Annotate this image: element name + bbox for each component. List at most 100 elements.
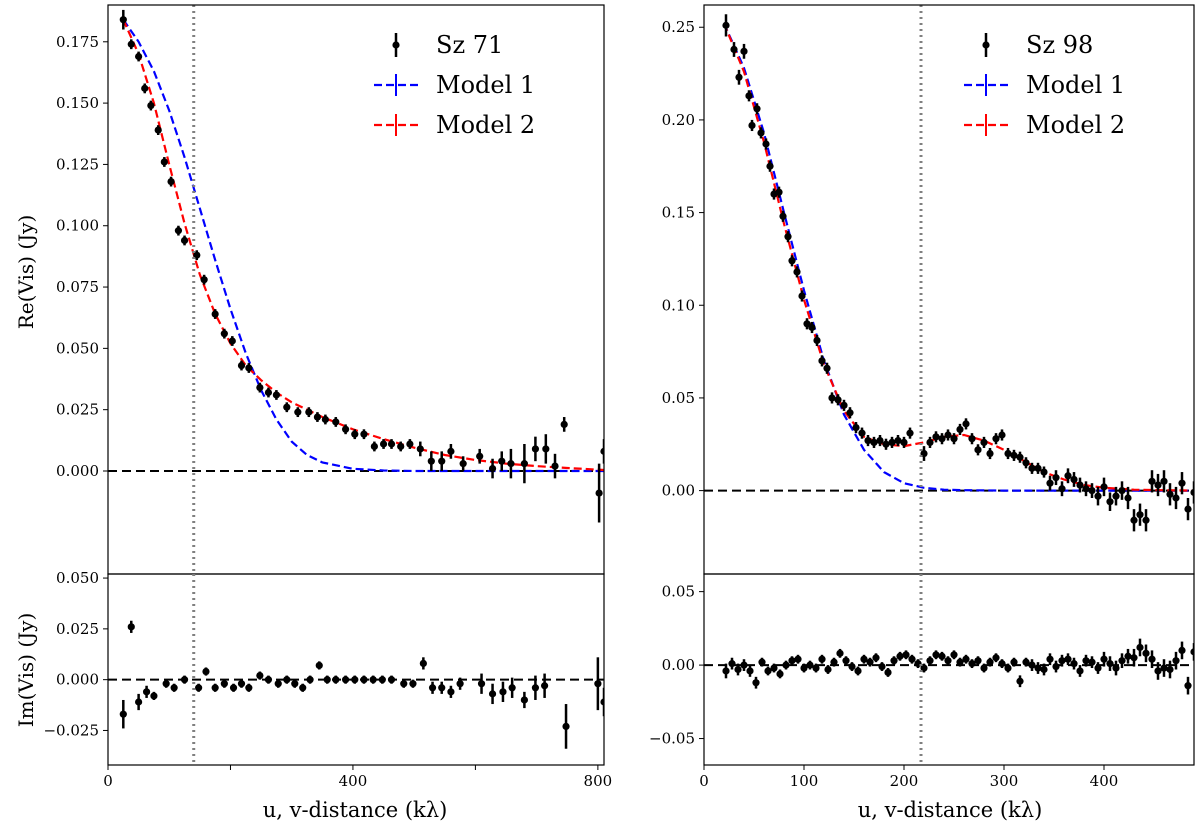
data-point-re [1166, 490, 1174, 498]
data-point-re [595, 489, 603, 497]
data-point-re [531, 445, 540, 453]
data-point-re [1106, 498, 1114, 506]
data-point-im [872, 654, 880, 662]
data-point-re [775, 188, 783, 196]
legend-model2-label: Model 2 [436, 111, 535, 139]
data-point-im [770, 664, 778, 672]
data-point-re [793, 268, 801, 276]
imag-panel-frame [703, 573, 1195, 766]
data-point-im [980, 664, 988, 672]
data-point-re [119, 16, 127, 24]
data-point-im [734, 665, 742, 674]
data-point-im [508, 684, 516, 692]
data-point-im [836, 649, 844, 657]
data-point-re [507, 460, 515, 468]
sz71-panel: 0.000 0.025 0.050 0.075 0.100 0.125 0.150 0.175… [43, 4, 612, 790]
data-point-im [968, 660, 976, 668]
y-tick-label: 0.100 [56, 217, 99, 235]
legend-data-marker [392, 41, 400, 49]
data-point-im [387, 676, 396, 684]
data-point-im [950, 651, 958, 659]
data-point-im [1148, 655, 1156, 663]
data-point-im [854, 667, 862, 675]
data-point-im [360, 676, 368, 684]
data-point-re [406, 440, 414, 448]
data-point-re [882, 440, 890, 448]
data-point-im [794, 655, 802, 663]
data-point-im [944, 657, 952, 665]
data-point-im [369, 676, 377, 684]
data-point-im [520, 696, 528, 704]
data-point-im [1178, 646, 1186, 655]
data-point-im [170, 684, 178, 692]
data-point-re [808, 323, 816, 332]
data-point-re [938, 435, 946, 443]
data-point-re [753, 105, 761, 113]
data-point-re [283, 403, 291, 411]
data-point-im [135, 698, 143, 706]
data-point-im [758, 658, 766, 666]
data-point-im [782, 661, 790, 669]
data-point-im [1184, 682, 1192, 690]
legend-data-label: Sz 98 [1026, 31, 1093, 59]
data-point-im [180, 676, 189, 684]
data-point-im [323, 676, 331, 684]
data-point-re [379, 440, 388, 448]
data-point-im [400, 680, 408, 688]
data-point-im [211, 684, 219, 692]
data-point-re [321, 415, 329, 424]
data-point-im [1022, 658, 1030, 666]
data-point-im [1028, 661, 1036, 669]
data-point-re [828, 394, 836, 402]
imag-panel-frame [107, 573, 605, 766]
data-point-re [180, 236, 189, 245]
data-point-re [237, 361, 246, 370]
y-tick-label: 0.05 [662, 583, 695, 601]
data-point-re [813, 336, 821, 345]
data-point-im [1076, 667, 1084, 675]
data-point-re [1172, 494, 1180, 502]
model1-line [122, 19, 604, 473]
y-tick-label: −0.025 [43, 721, 99, 739]
data-point-im [992, 654, 1000, 662]
data-point-re [228, 337, 236, 345]
data-point-re [779, 212, 787, 220]
data-point-re [748, 121, 756, 130]
data-point-re [341, 425, 350, 433]
data-point-re [840, 401, 848, 409]
data-point-re [956, 425, 964, 434]
x-tick-label: 0 [103, 772, 113, 790]
data-point-im [1082, 657, 1090, 665]
y-tick-label: 0.175 [56, 33, 99, 51]
legend-model1-label: Model 1 [436, 71, 535, 99]
data-point-re [459, 460, 467, 468]
data-point-re [852, 423, 860, 432]
y-tick-label: 0.15 [662, 204, 695, 222]
data-point-im [341, 676, 350, 684]
data-point-re [1076, 481, 1084, 489]
legend-data-marker [982, 41, 990, 49]
data-point-im [860, 655, 868, 663]
data-point-re [1094, 492, 1102, 500]
data-point-im [812, 664, 820, 672]
data-point-im [119, 710, 127, 718]
data-point-re [823, 364, 831, 372]
data-point-re [600, 447, 604, 455]
data-point-re [932, 433, 940, 441]
data-point-im [378, 676, 386, 684]
data-point-re [926, 438, 934, 447]
data-point-re [332, 418, 340, 426]
data-point-im [1100, 655, 1108, 663]
data-point-re [888, 438, 896, 447]
data-point-re [788, 257, 796, 265]
data-point-re [906, 429, 914, 437]
data-point-im [1118, 657, 1126, 665]
y-tick-label: 0.050 [56, 569, 99, 587]
data-point-re [1016, 453, 1024, 461]
data-point-im [1058, 657, 1066, 665]
y-tick-label: 0.150 [56, 94, 99, 112]
data-point-im [962, 655, 970, 663]
data-point-im [283, 676, 291, 684]
model1-line [722, 23, 1194, 492]
data-point-im [1172, 657, 1180, 665]
